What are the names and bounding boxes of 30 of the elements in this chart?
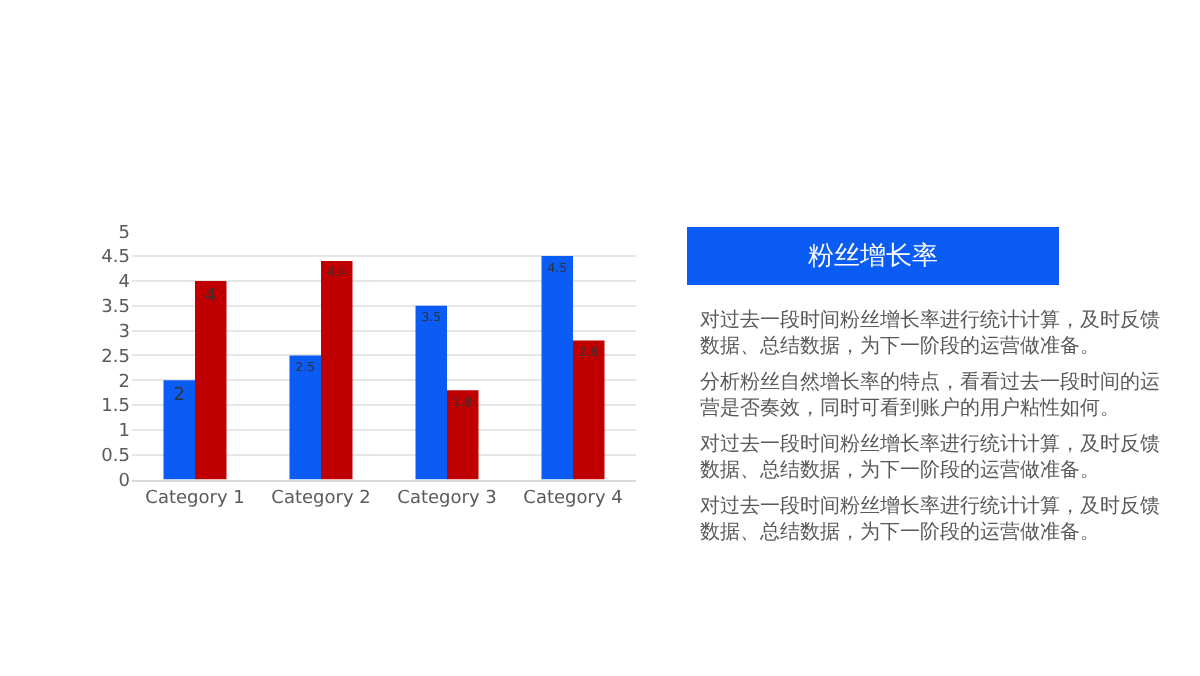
y-tick-label: 0.5: [101, 447, 130, 468]
y-tick-label: 4: [118, 273, 131, 294]
bar: [163, 380, 195, 480]
bar: [195, 280, 227, 480]
bar: [541, 256, 573, 480]
y-tick-label: 5: [118, 223, 130, 244]
text: 对过去一段时间粉丝增长率进行统计计算，及时反馈数据、总结数据，为下一阶段的运营做准备。: [700, 308, 1160, 358]
data-label: 2: [173, 386, 185, 407]
bar: [321, 261, 353, 480]
y-tick-label: 1.5: [101, 397, 130, 418]
x-tick-label: Category 4: [523, 489, 624, 510]
y-tick-label: 2: [118, 372, 130, 393]
y-tick-label: 1: [118, 422, 130, 443]
bar: [289, 355, 321, 480]
bar: [573, 340, 605, 480]
y-tick-label: 2.5: [101, 347, 130, 368]
x-tick-label: Category 2: [271, 489, 371, 510]
y-tick-label: 3.5: [101, 298, 130, 319]
x-tick-label: Category 1: [145, 489, 245, 510]
text: 对过去一段时间粉丝增长率进行统计计算，及时反馈数据、总结数据，为下一阶段的运营做准备。: [700, 432, 1160, 482]
y-tick-label: 4.5: [101, 248, 130, 269]
bar: [415, 305, 447, 480]
text: 粉丝增长率: [808, 240, 938, 272]
bar: [447, 390, 479, 480]
text: 分析粉丝自然增长率的特点，看看过去一段时间的运营是否奏效，同时可看到账户的用户粘性如何。: [700, 370, 1160, 420]
text: 对过去一段时间粉丝增长率进行统计计算，及时反馈数据、总结数据，为下一阶段的运营做准备。: [700, 494, 1160, 544]
y-tick-label: 3: [118, 322, 130, 343]
data-label: 4: [204, 286, 217, 307]
x-tick-label: Category 3: [397, 489, 497, 510]
y-tick-label: 0: [118, 471, 131, 492]
